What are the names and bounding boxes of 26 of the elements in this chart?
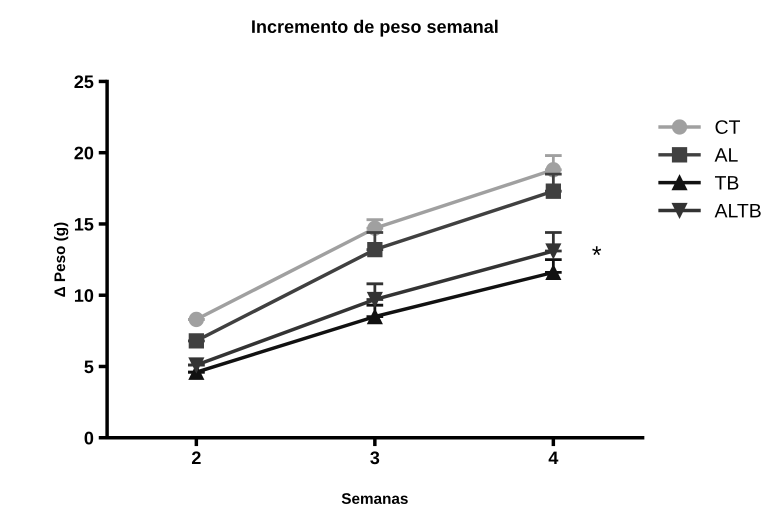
legend-label: TB [714, 176, 738, 190]
x-axis-title: Semanas [342, 493, 408, 504]
chart-title: Incremento de peso semanal [252, 20, 498, 37]
y-tick-label: 25 [74, 75, 94, 88]
legend-label: ALTB [714, 204, 761, 218]
point [546, 243, 561, 259]
point [546, 184, 561, 199]
y-tick-label: 20 [74, 146, 94, 160]
y-tick-label: 0 [84, 432, 94, 444]
point [367, 242, 382, 258]
legend-label: AL [714, 148, 738, 162]
legend-label: CT [716, 120, 740, 134]
y-tick-label: 15 [74, 218, 94, 231]
x-tick-label: 4 [548, 452, 558, 464]
x-tick-label: 3 [370, 451, 380, 464]
point [188, 357, 204, 373]
point [546, 264, 561, 280]
x-tick-label: 2 [192, 451, 201, 464]
y-tick-label: 5 [84, 360, 94, 374]
annotation: * [592, 246, 602, 256]
y-axis-title: Δ Peso (g) [54, 222, 68, 297]
point [367, 292, 382, 308]
y-tick-label: 10 [74, 289, 94, 302]
point [188, 312, 204, 328]
point [367, 308, 382, 324]
point [188, 333, 204, 348]
